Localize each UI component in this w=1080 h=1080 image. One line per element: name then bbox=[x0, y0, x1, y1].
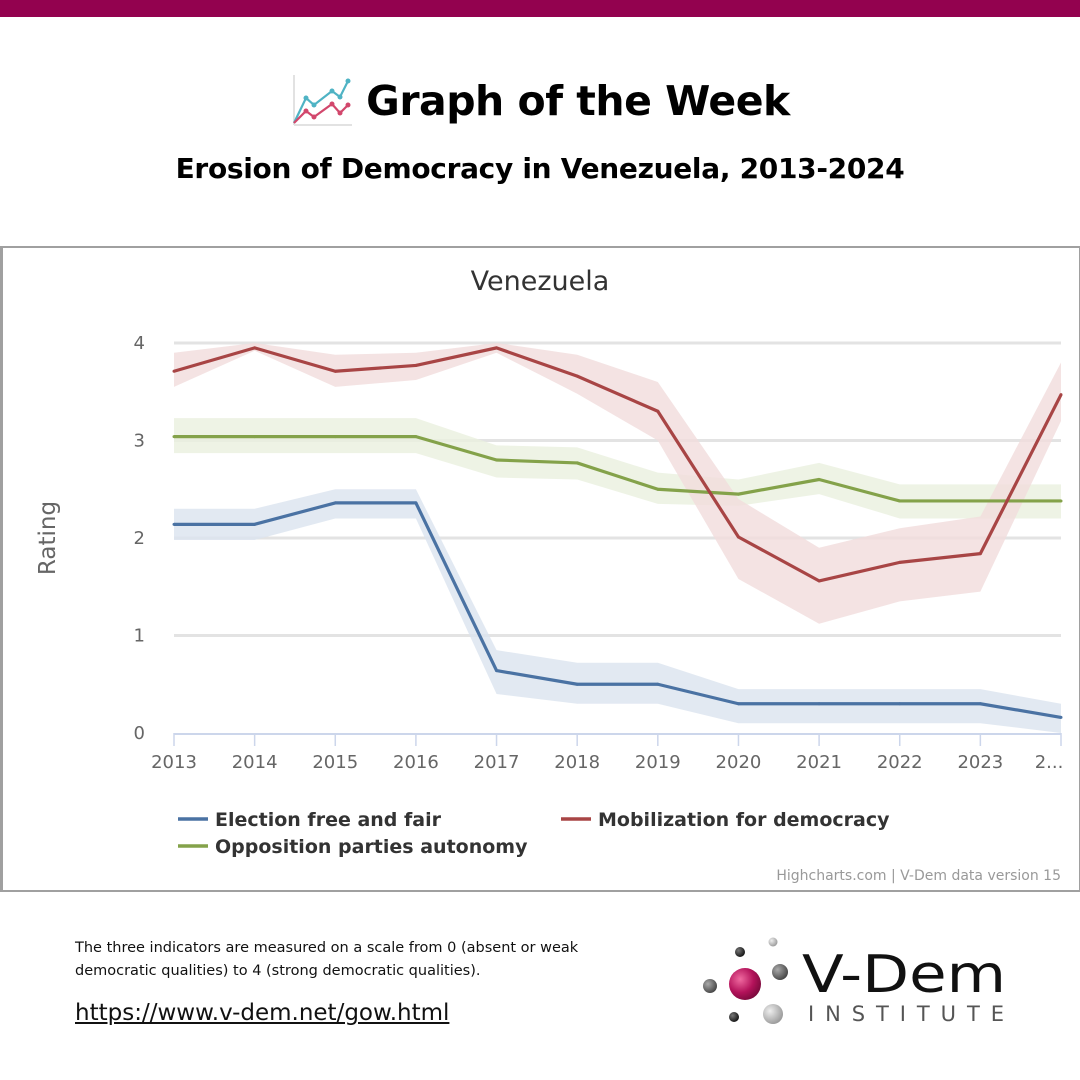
y-tick-label: 3 bbox=[134, 431, 145, 452]
x-tick-label: 2021 bbox=[796, 752, 842, 773]
data-point-election bbox=[414, 501, 418, 505]
y-tick-label: 1 bbox=[134, 626, 145, 647]
data-point-mobilization bbox=[495, 346, 499, 350]
data-point-opposition bbox=[575, 461, 579, 465]
data-point-mobilization bbox=[414, 363, 418, 367]
data-point-opposition bbox=[656, 487, 660, 491]
x-axis: 2013 2014 2015 2016 2017 2018 2019 2020 2021 2022… bbox=[151, 733, 1063, 773]
data-point-election bbox=[172, 522, 176, 526]
page-subtitle: Erosion of Democracy in Venezuela, 2013-… bbox=[175, 152, 905, 185]
x-tick-label: 2013 bbox=[151, 752, 197, 773]
brand-top-bar bbox=[0, 0, 1080, 17]
data-point-election bbox=[1059, 715, 1063, 719]
data-point-mobilization bbox=[978, 552, 982, 556]
x-tick-label: 2015 bbox=[312, 752, 358, 773]
page-title: Graph of the Week bbox=[366, 77, 790, 125]
x-tick-label: 2014 bbox=[232, 752, 278, 773]
x-tick-label: 2022 bbox=[877, 752, 923, 773]
data-point-opposition bbox=[333, 435, 337, 439]
data-point-election bbox=[898, 702, 902, 706]
logo-sphere bbox=[729, 968, 761, 1000]
confidence-band-mobilization bbox=[174, 343, 1061, 624]
data-point-opposition bbox=[495, 458, 499, 462]
y-tick-label: 4 bbox=[134, 333, 145, 354]
header: Graph of the Week bbox=[0, 70, 1080, 132]
data-point-opposition bbox=[253, 435, 257, 439]
y-tick-label: 0 bbox=[134, 723, 145, 744]
legend-label: Opposition parties autonomy bbox=[215, 836, 528, 858]
x-tick-label: 2... bbox=[1035, 752, 1064, 773]
series-line-mobilization bbox=[173, 346, 1063, 583]
x-tick-label: 2023 bbox=[957, 752, 1003, 773]
series-line-opposition bbox=[174, 435, 1061, 503]
source-link[interactable]: https://www.v-dem.net/gow.html bbox=[75, 1000, 450, 1026]
data-point-opposition bbox=[414, 435, 418, 439]
data-point-election bbox=[253, 522, 257, 526]
legend-item[interactable]: Opposition parties autonomy bbox=[178, 836, 528, 858]
data-point-mobilization bbox=[575, 374, 579, 378]
x-tick-label: 2019 bbox=[635, 752, 681, 773]
y-tick-label: 2 bbox=[134, 528, 145, 549]
data-point-mobilization bbox=[656, 409, 660, 413]
legend-item[interactable]: Election free and fair bbox=[178, 809, 442, 831]
legend-item[interactable]: Mobilization for democracy bbox=[561, 809, 890, 831]
legend-label: Election free and fair bbox=[215, 809, 442, 831]
data-point-election bbox=[656, 682, 660, 686]
data-point-election bbox=[978, 702, 982, 706]
footnote: The three indicators are measured on a s… bbox=[75, 940, 579, 979]
legend: Election free and fair Mobilization for d… bbox=[178, 809, 890, 858]
confidence-band-opposition bbox=[174, 418, 1061, 519]
logo-subtext: INSTITUTE bbox=[808, 1002, 1004, 1026]
data-point-mobilization bbox=[736, 535, 740, 539]
chart-title: Venezuela bbox=[471, 266, 610, 297]
legend-label: Mobilization for democracy bbox=[598, 809, 890, 831]
data-point-opposition bbox=[736, 492, 740, 496]
data-point-opposition bbox=[1059, 499, 1063, 503]
x-tick-label: 2016 bbox=[393, 752, 439, 773]
data-point-election bbox=[736, 702, 740, 706]
data-point-election bbox=[575, 682, 579, 686]
series-line-election bbox=[174, 501, 1062, 719]
data-point-mobilization bbox=[898, 560, 902, 564]
vdem-logo: V-Dem INSTITUTE bbox=[703, 937, 1006, 1026]
data-point-election bbox=[817, 702, 821, 706]
data-point-opposition bbox=[817, 478, 821, 481]
data-point-election bbox=[333, 501, 337, 505]
data-point-mobilization bbox=[172, 369, 176, 373]
x-tick-label: 2017 bbox=[474, 752, 520, 773]
data-point-opposition bbox=[978, 499, 982, 503]
data-point-mobilization bbox=[253, 346, 257, 350]
x-tick-label: 2018 bbox=[554, 752, 600, 773]
data-point-opposition bbox=[172, 435, 176, 439]
y-axis: 0 1 2 3 4 bbox=[134, 333, 145, 744]
line-chart: 2013 2014 2015 2016 2017 2018 2019 2020 2021 2022… bbox=[35, 266, 1063, 884]
y-axis-label: Rating bbox=[35, 501, 61, 575]
data-point-mobilization bbox=[333, 369, 337, 373]
data-point-election bbox=[495, 669, 499, 673]
line-chart-icon bbox=[293, 75, 353, 126]
data-point-opposition bbox=[898, 499, 902, 503]
chart-credits[interactable]: Highcharts.com | V-Dem data version 15 bbox=[776, 868, 1061, 884]
data-point-mobilization bbox=[817, 579, 821, 583]
data-point-mobilization bbox=[1059, 393, 1063, 397]
logo-text: V-Dem bbox=[802, 945, 1006, 1005]
chart-container: 2013 2014 2015 2016 2017 2018 2019 2020 2021 2022… bbox=[0, 246, 1080, 892]
series-lines bbox=[172, 346, 1063, 719]
x-tick-label: 2020 bbox=[716, 752, 762, 773]
